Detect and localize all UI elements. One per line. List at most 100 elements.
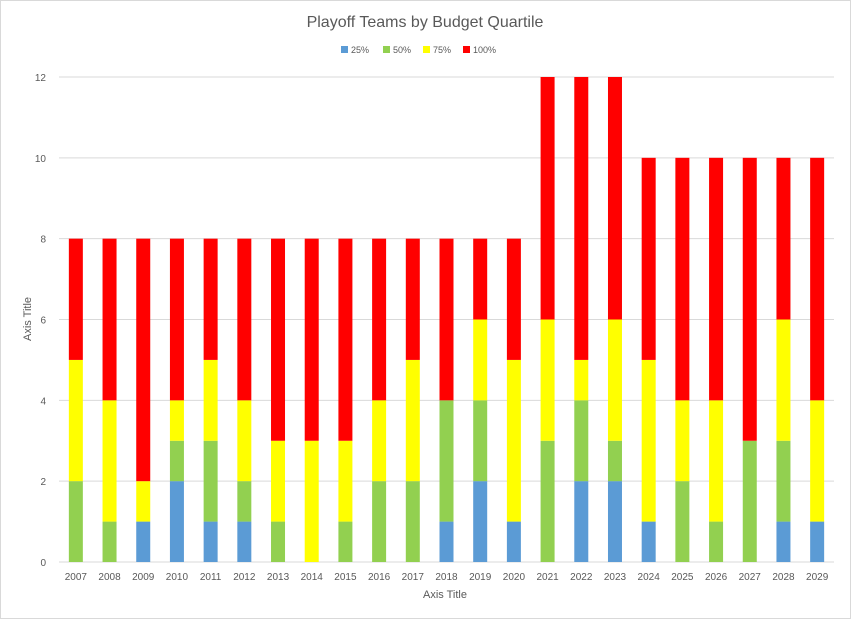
- bar-segment: [304, 238, 319, 441]
- bar-segment: [574, 400, 589, 482]
- bar-segment: [102, 238, 117, 401]
- bar-segment: [506, 521, 521, 562]
- bar-segment: [405, 359, 420, 482]
- bar-segment: [169, 481, 184, 562]
- bar-segment: [473, 238, 488, 320]
- x-tick-label: 2019: [469, 572, 492, 583]
- bar-segment: [810, 157, 825, 401]
- x-tick-label: 2007: [65, 572, 88, 583]
- bar-segment: [405, 238, 420, 360]
- bar-segment: [641, 157, 656, 360]
- bar-segment: [338, 440, 353, 522]
- bar-segment: [102, 521, 117, 562]
- bar-segment: [810, 400, 825, 522]
- bar-segment: [574, 359, 589, 401]
- x-tick-label: 2016: [368, 572, 391, 583]
- x-axis-ticks: 2007 2008 2009 2010 2011 2012 2013 2014 2015 2016…: [65, 572, 829, 583]
- chart-title: Playoff Teams by Budget Quartile: [307, 14, 544, 31]
- x-tick-label: 2029: [806, 572, 829, 583]
- bars: [68, 77, 825, 562]
- bar-segment: [68, 359, 83, 482]
- y-axis-ticks: 0 2 4 6 8 10 12: [35, 73, 47, 569]
- legend: 25% 50% 75% 100%: [341, 45, 496, 55]
- bar-segment: [675, 481, 690, 562]
- bar-segment: [203, 238, 218, 360]
- bar-segment: [709, 157, 724, 401]
- bar-segment: [574, 77, 589, 360]
- bar-segment: [136, 521, 151, 562]
- legend-item: 50%: [383, 45, 411, 55]
- bar-segment: [540, 440, 555, 562]
- y-tick-label: 4: [40, 396, 46, 407]
- bar-segment: [439, 400, 454, 522]
- legend-label: 50%: [393, 45, 411, 55]
- x-tick-label: 2013: [267, 572, 290, 583]
- bar-segment: [271, 521, 286, 562]
- bar-segment: [776, 440, 791, 522]
- x-tick-label: 2010: [166, 572, 189, 583]
- bar-segment: [709, 400, 724, 522]
- bar-segment: [372, 481, 387, 562]
- bar-segment: [169, 238, 184, 401]
- y-tick-label: 10: [35, 154, 47, 165]
- bar-segment: [574, 481, 589, 562]
- x-tick-label: 2014: [301, 572, 324, 583]
- bar-segment: [473, 481, 488, 562]
- bar-segment: [68, 238, 83, 360]
- bar-segment: [271, 238, 286, 441]
- legend-swatch: [463, 46, 470, 53]
- bar-segment: [102, 400, 117, 522]
- bar-segment: [203, 440, 218, 522]
- x-tick-label: 2017: [402, 572, 425, 583]
- bar-segment: [136, 481, 151, 522]
- legend-label: 25%: [351, 45, 369, 55]
- bar-segment: [776, 157, 791, 320]
- bar-segment: [742, 157, 757, 441]
- bar-segment: [237, 400, 252, 482]
- bar-segment: [338, 238, 353, 441]
- bar-segment: [641, 359, 656, 522]
- y-tick-label: 12: [35, 73, 47, 84]
- x-tick-label: 2011: [200, 572, 222, 583]
- bar-segment: [675, 400, 690, 482]
- bar-segment: [776, 319, 791, 441]
- bar-segment: [607, 440, 622, 482]
- x-tick-label: 2026: [705, 572, 728, 583]
- bar-segment: [742, 440, 757, 562]
- legend-item: 75%: [423, 45, 451, 55]
- x-tick-label: 2025: [671, 572, 694, 583]
- bar-segment: [271, 440, 286, 522]
- bar-segment: [169, 400, 184, 441]
- x-tick-label: 2020: [503, 572, 526, 583]
- bar-segment: [237, 481, 252, 522]
- legend-item: 25%: [341, 45, 369, 55]
- bar-segment: [136, 238, 151, 482]
- x-tick-label: 2024: [638, 572, 661, 583]
- bar-segment: [607, 481, 622, 562]
- bar-segment: [607, 77, 622, 320]
- legend-swatch: [423, 46, 430, 53]
- bar-segment: [203, 521, 218, 562]
- x-axis-title: Axis Title: [423, 589, 467, 601]
- bar-segment: [405, 481, 420, 562]
- bar-segment: [776, 521, 791, 562]
- bar-segment: [169, 440, 184, 482]
- legend-label: 100%: [473, 45, 496, 55]
- bar-segment: [304, 440, 319, 562]
- bar-segment: [675, 157, 690, 401]
- x-tick-label: 2027: [739, 572, 762, 583]
- y-tick-label: 2: [40, 477, 46, 488]
- bar-segment: [203, 359, 218, 441]
- bar-segment: [473, 400, 488, 482]
- y-tick-label: 8: [40, 235, 46, 246]
- bar-segment: [372, 400, 387, 482]
- bar-segment: [506, 359, 521, 522]
- y-axis-title: Axis Title: [22, 297, 34, 341]
- x-tick-label: 2022: [570, 572, 593, 583]
- legend-item: 100%: [463, 45, 496, 55]
- legend-label: 75%: [433, 45, 451, 55]
- x-tick-label: 2021: [536, 572, 559, 583]
- y-tick-label: 6: [40, 316, 46, 327]
- bar-segment: [607, 319, 622, 441]
